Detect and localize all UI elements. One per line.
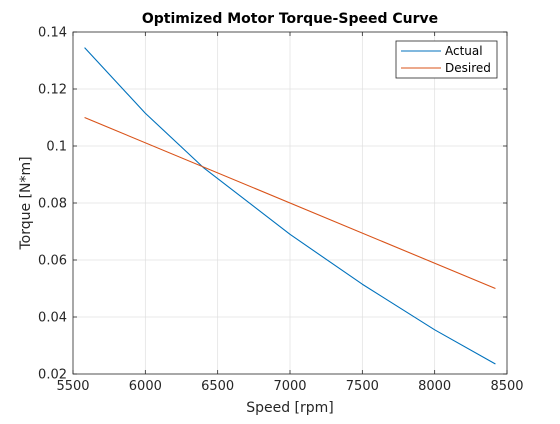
x-axis-title: Speed [rpm] xyxy=(246,400,334,416)
y-tick-label: 0.06 xyxy=(38,254,67,269)
y-tick-label: 0.08 xyxy=(38,197,67,212)
x-tick-label: 7000 xyxy=(273,379,306,394)
axis-ticks xyxy=(72,31,508,375)
x-tick-label: 6000 xyxy=(129,379,162,394)
y-tick-label: 0.1 xyxy=(46,140,67,155)
y-tick-label: 0.14 xyxy=(38,26,67,41)
x-tick-label: 8000 xyxy=(418,379,451,394)
series-lines xyxy=(84,47,496,365)
legend: Actual Desired xyxy=(395,40,498,79)
chart-title: Optimized Motor Torque-Speed Curve xyxy=(142,11,438,27)
x-tick-label: 6500 xyxy=(201,379,234,394)
series-line-actual xyxy=(84,47,496,365)
y-tick-label: 0.12 xyxy=(38,83,67,98)
legend-label-actual: Actual xyxy=(445,44,483,58)
legend-box xyxy=(395,40,498,79)
y-tick-label: 0.02 xyxy=(38,368,67,383)
series-line-desired xyxy=(84,116,496,290)
tick-labels: 5500 6000 6500 7000 7500 8000 8500 0.02 0.04 0.06… xyxy=(38,26,524,395)
y-tick-label: 0.04 xyxy=(38,311,67,326)
x-tick-label: 8500 xyxy=(490,379,523,394)
y-axis-title: Torque [N*m] xyxy=(18,156,34,250)
x-tick-label: 5500 xyxy=(56,379,89,394)
x-tick-label: 7500 xyxy=(346,379,379,394)
legend-label-desired: Desired xyxy=(445,61,491,75)
